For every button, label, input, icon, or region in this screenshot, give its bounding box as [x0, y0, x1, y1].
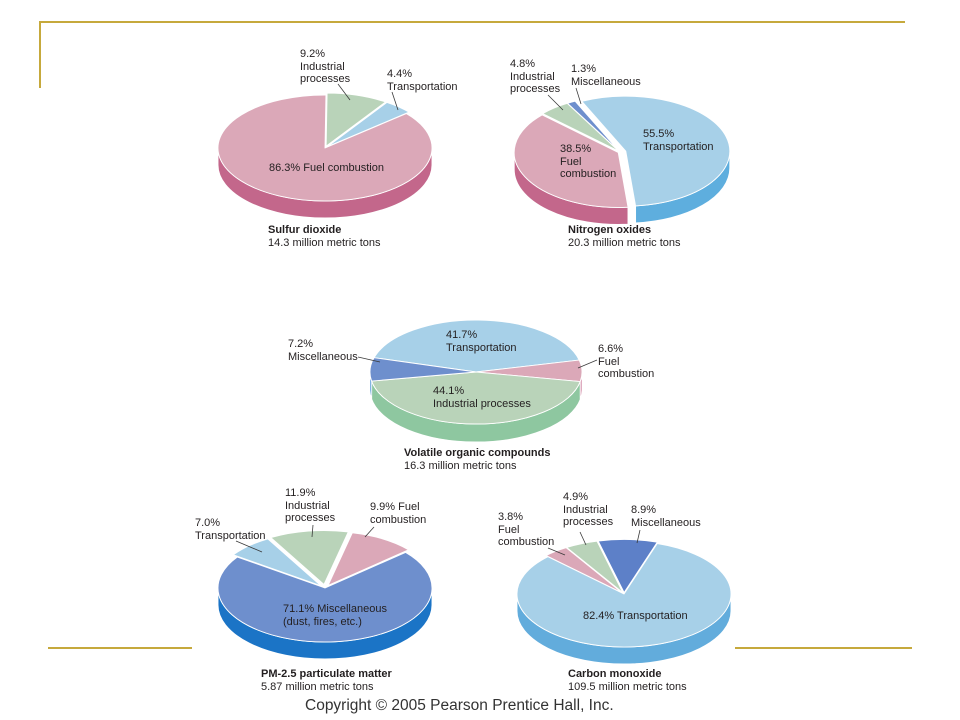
pie-slice-fuel-combustion — [513, 114, 629, 208]
pie-slice-miscellaneous — [597, 539, 658, 593]
pie-chart-carbon-monoxide — [516, 539, 732, 665]
copyright-notice: Copyright © 2005 Pearson Prentice Hall, … — [305, 697, 614, 714]
pie-slice-fuel-combustion — [217, 94, 433, 202]
pie-chart-volatile-organic-compounds — [369, 319, 583, 443]
leader-line — [547, 94, 564, 111]
slice-label-fuel-combustion: 6.6% Fuel combustion — [598, 343, 655, 380]
pie-slice-miscellaneous — [567, 100, 620, 152]
leader-lines — [235, 83, 641, 556]
pie-slice-transportation — [327, 101, 410, 147]
chart-total: 109.5 million metric tons — [568, 681, 687, 693]
leader-line — [391, 91, 399, 111]
slice-label-industrial-processes: 44.1% Industrial processes — [433, 385, 531, 410]
pie-chart-nitrogen-oxides — [513, 95, 731, 225]
leader-line — [577, 359, 598, 369]
slice-label-fuel-combustion: 9.9% Fuel combustion — [370, 501, 427, 526]
slice-label-transportation: 41.7% Transportation — [446, 329, 517, 354]
slice-label-industrial-processes: 4.8% Industrial processes — [510, 58, 561, 95]
slice-label-fuel-combustion: 3.8% Fuel combustion — [498, 511, 555, 548]
chart-title: Sulfur dioxide — [268, 224, 342, 236]
slice-label-transportation: 7.0% Transportation — [195, 517, 266, 542]
leader-line — [357, 356, 381, 363]
slice-label-transportation: 82.4% Transportation — [583, 610, 688, 622]
leader-line — [579, 531, 587, 546]
leader-line — [636, 529, 641, 544]
slice-label-miscellaneous: 1.3% Miscellaneous — [571, 63, 641, 88]
pie-slice-transportation — [581, 95, 731, 207]
slice-label-industrial-processes: 11.9% Industrial processes — [285, 487, 336, 524]
left-rule — [39, 21, 41, 88]
pie-slice-fuel-combustion — [327, 532, 410, 586]
leader-line — [575, 87, 582, 105]
top-rule — [40, 21, 905, 23]
pie-chart-sulfur-dioxide — [217, 92, 433, 219]
slice-label-miscellaneous: 8.9% Miscellaneous — [631, 504, 701, 529]
pie-chart-pm-2-5-particulate-matter — [217, 530, 433, 660]
leader-line — [364, 526, 375, 538]
pie-slice-industrial-processes — [270, 530, 349, 585]
chart-title: Carbon monoxide — [568, 668, 662, 680]
slice-label-industrial-processes: 9.2% Industrial processes — [300, 48, 351, 85]
chart-title: PM-2.5 particulate matter — [261, 668, 392, 680]
pie-slice-transportation — [373, 319, 580, 373]
bottom-rule-left — [48, 647, 192, 649]
pie-slice-transportation — [232, 538, 322, 587]
chart-title: Volatile organic compounds — [404, 447, 551, 459]
pie-slice-transportation — [516, 543, 732, 648]
chart-total: 16.3 million metric tons — [404, 460, 517, 472]
pie-slice-industrial-processes — [325, 92, 386, 147]
slice-label-miscellaneous: 7.2% Miscellaneous — [288, 338, 358, 363]
bottom-rule-right — [735, 647, 912, 649]
chart-total: 20.3 million metric tons — [568, 237, 681, 249]
leader-line — [337, 83, 351, 101]
slice-label-transportation: 4.4% Transportation — [387, 68, 458, 93]
chart-total: 5.87 million metric tons — [261, 681, 374, 693]
pie-slice-industrial-processes — [371, 371, 581, 425]
pie-slice-miscellaneous-dust-fires-etc — [217, 551, 433, 643]
pie-slice-miscellaneous — [369, 357, 477, 382]
slice-label-industrial-processes: 4.9% Industrial processes — [563, 491, 614, 528]
chart-title: Nitrogen oxides — [568, 224, 652, 236]
leader-line — [235, 540, 263, 553]
leader-line — [311, 524, 314, 538]
pie-slice-industrial-processes — [566, 540, 624, 594]
leader-line — [547, 547, 566, 556]
pie-charts — [217, 92, 732, 665]
slice-label-miscellaneous: 71.1% Miscellaneous (dust, fires, etc.) — [283, 603, 387, 628]
slice-label-transportation: 55.5% Transportation — [643, 128, 714, 153]
slice-label-fuel-combustion: 38.5% Fuel combustion — [560, 143, 617, 180]
slice-label-fuel-combustion: 86.3% Fuel combustion — [269, 162, 384, 174]
chart-total: 14.3 million metric tons — [268, 237, 381, 249]
